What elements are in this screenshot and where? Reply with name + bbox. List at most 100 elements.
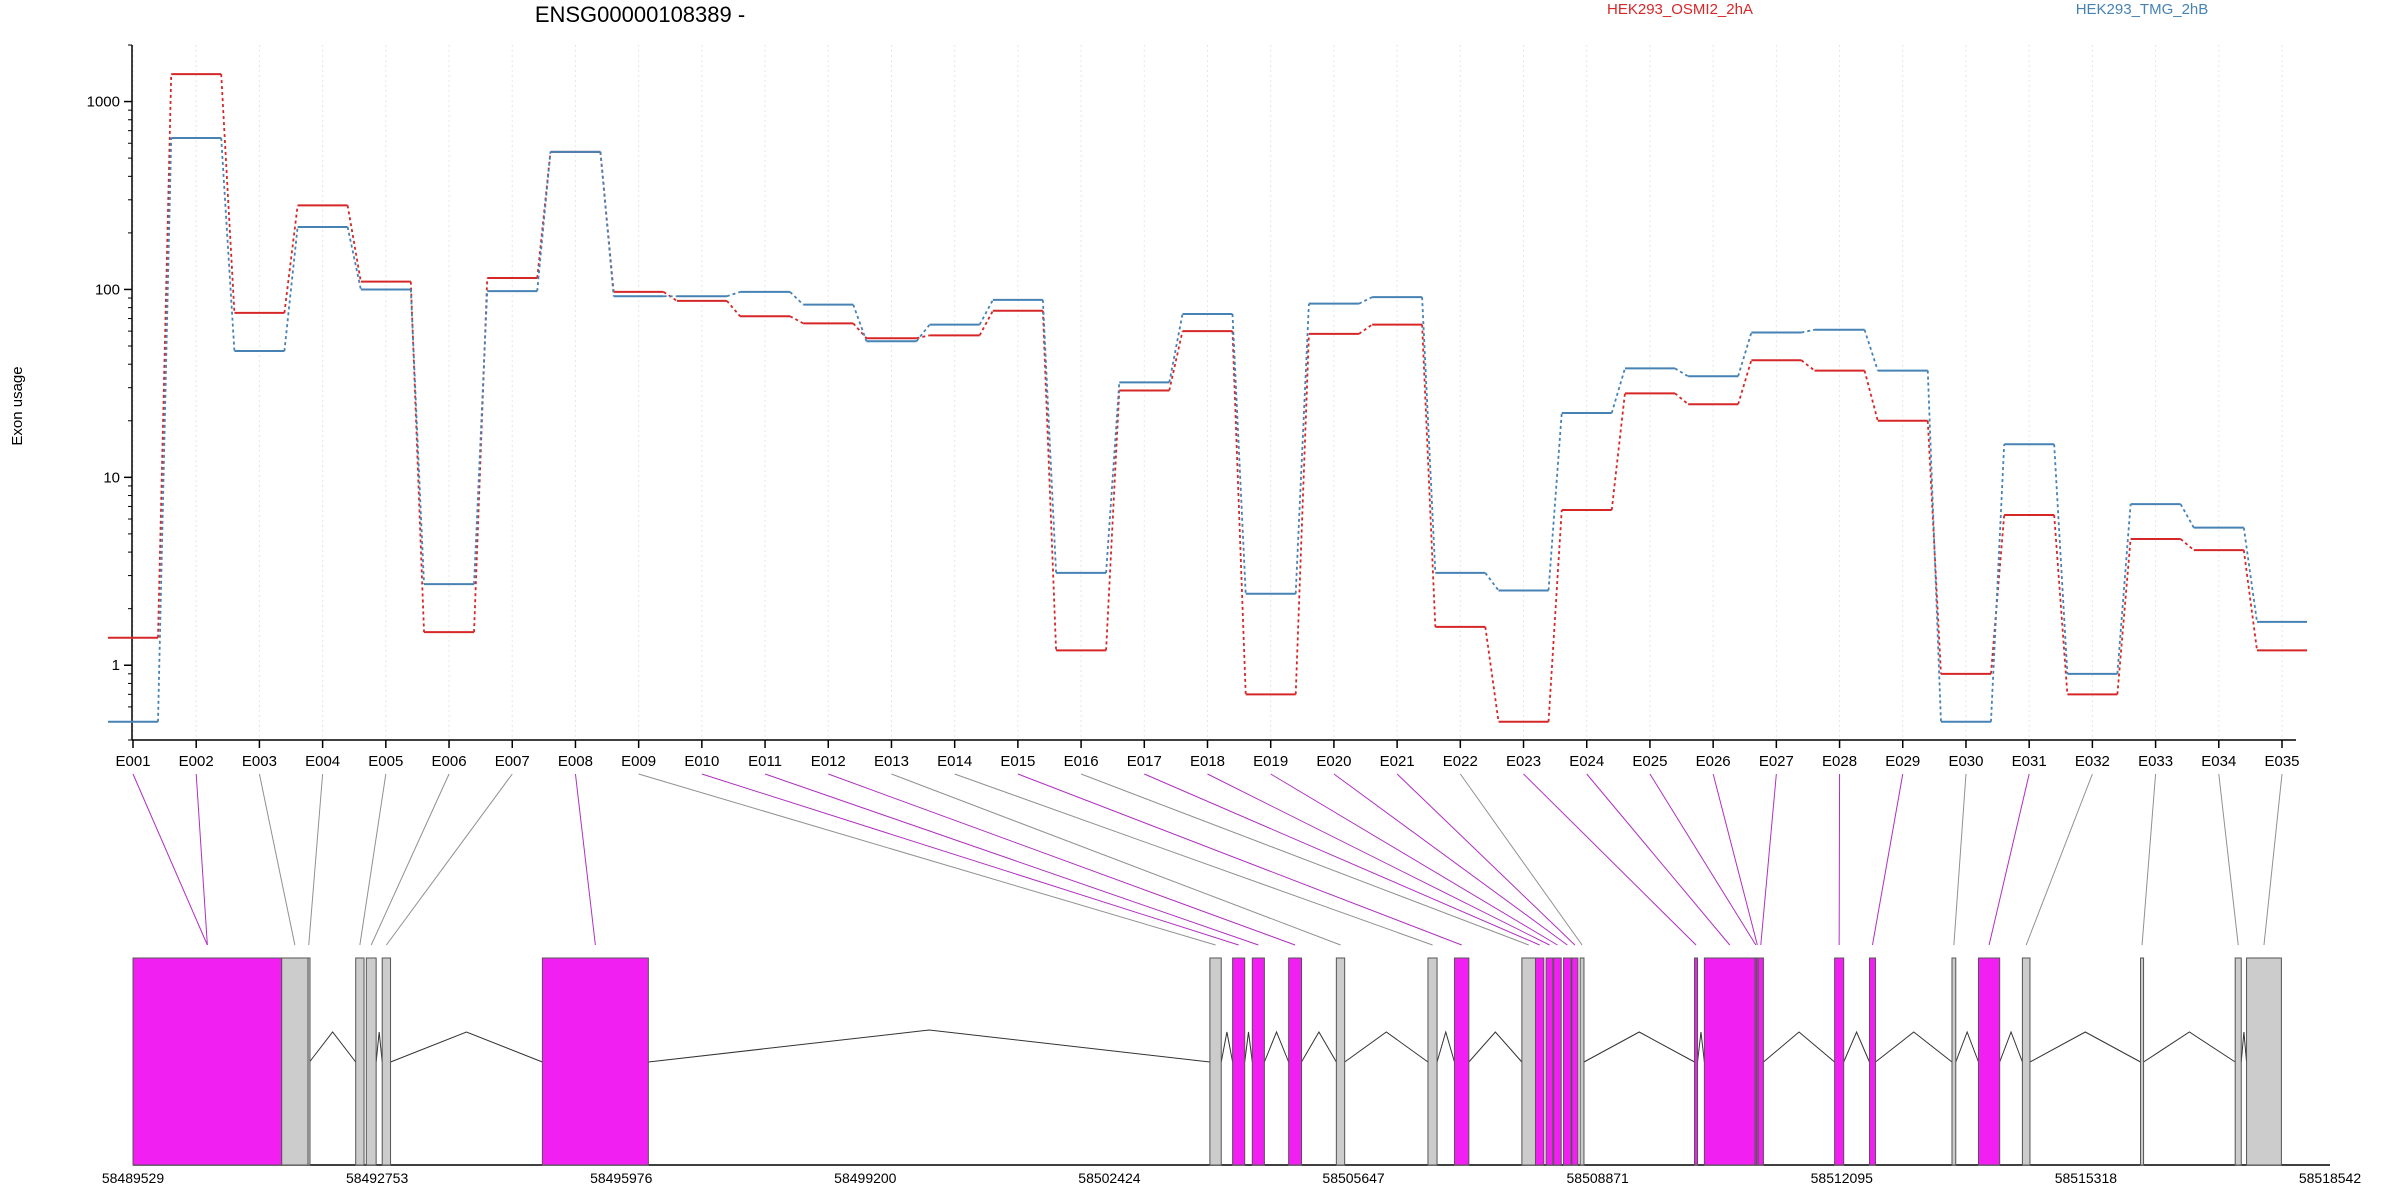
series-2-connector	[1484, 572, 1500, 592]
series-2-connector	[852, 304, 868, 342]
series-2-connector	[789, 291, 804, 306]
series-1-connector	[916, 334, 930, 340]
series-1-connector	[1294, 333, 1310, 695]
exon-block-E023	[1694, 957, 1699, 1166]
series-1-connector	[1105, 390, 1121, 651]
x-tick-label-E032: E032	[2075, 753, 2110, 770]
series-2-connector	[220, 137, 236, 352]
series-2-connector	[2053, 444, 2069, 674]
series-2-connector	[1801, 328, 1815, 334]
intron-line	[1763, 1031, 1835, 1063]
y-tick-label: 1000	[87, 94, 120, 111]
series-2-connector	[2179, 503, 2195, 529]
series-2-connector	[1737, 332, 1753, 377]
x-tick-label-E026: E026	[1696, 753, 1731, 770]
series-2-connector	[915, 324, 931, 342]
gene-model	[132, 957, 2330, 1166]
connector-E032	[2025, 773, 2093, 946]
intron-line	[1244, 1031, 1253, 1063]
connector-E011	[764, 773, 1259, 946]
connector-E019	[1270, 773, 1558, 946]
exon-block-E008	[541, 957, 649, 1166]
exon-block-E003	[281, 957, 309, 1166]
x-tick-label-E024: E024	[1569, 753, 1604, 770]
exon-block-E030	[1951, 957, 1957, 1166]
x-tick-label-E029: E029	[1885, 753, 1920, 770]
intron-line	[1263, 1030, 1290, 1063]
series-1-connector	[1674, 392, 1689, 405]
x-tick-label-E018: E018	[1190, 753, 1225, 770]
series-1-connector	[1231, 331, 1247, 695]
coordinate-label: 58512095	[1811, 1170, 1874, 1186]
series-2-connector	[1231, 313, 1247, 594]
intron-line	[2143, 1031, 2236, 1063]
x-tick-label-E001: E001	[115, 753, 150, 770]
exon-block-E020	[1563, 957, 1572, 1166]
connector-E004	[308, 773, 324, 946]
x-tick-label-E012: E012	[811, 753, 846, 770]
exon-block-E029	[1868, 957, 1877, 1166]
series-1-connector	[1484, 626, 1500, 722]
series-1-connector	[599, 151, 615, 293]
exon-block-E006	[365, 957, 377, 1166]
series-2-connector	[1105, 382, 1121, 573]
exon-block-E034	[2234, 957, 2242, 1166]
exon-block-E017	[1534, 957, 1545, 1166]
series-2-connector	[1358, 296, 1373, 305]
x-tick-label-E015: E015	[1000, 753, 1035, 770]
series-1-connector	[1358, 323, 1373, 335]
exon-block-E007	[381, 957, 392, 1166]
series-2-connector	[726, 291, 741, 298]
series-1-connector	[789, 315, 804, 325]
connector-E008	[574, 773, 596, 946]
connector-E033	[2141, 773, 2157, 946]
intron-line	[1301, 1031, 1337, 1063]
coordinate-label: 58515318	[2055, 1170, 2118, 1186]
connector-E006	[370, 773, 450, 946]
series-2-connector	[1421, 297, 1437, 573]
series-2-connector	[599, 151, 615, 297]
x-tick-label-E021: E021	[1380, 753, 1415, 770]
coordinate-label: 58499200	[834, 1170, 897, 1186]
series-1-connector	[2053, 514, 2069, 695]
connector-E018	[1207, 773, 1550, 946]
y-tick-label: 1	[112, 657, 120, 674]
x-tick-label-E035: E035	[2264, 753, 2299, 770]
series-1-connector	[2242, 549, 2258, 651]
series-2-connector	[157, 137, 173, 722]
exon-block-E022	[1579, 957, 1585, 1166]
intron-line	[1843, 1030, 1870, 1063]
x-tick-label-E004: E004	[305, 753, 340, 770]
intron-line	[1875, 1031, 1953, 1063]
connector-E030	[1953, 773, 1967, 946]
x-tick-label-E005: E005	[368, 753, 403, 770]
series-1-connector	[1168, 330, 1184, 391]
x-tick-label-E025: E025	[1632, 753, 1667, 770]
x-tick-label-E011: E011	[748, 753, 782, 770]
connector-E012	[828, 773, 1296, 946]
exon-block-E021	[1571, 957, 1579, 1166]
series-2-connector	[1863, 329, 1879, 371]
series-2-connector	[283, 226, 299, 352]
connector-E031	[1988, 773, 2030, 946]
connector-E005	[359, 773, 387, 946]
series-2	[108, 136, 2307, 723]
exon-block-E035	[2246, 957, 2282, 1166]
series-2-connector	[1674, 367, 1689, 378]
series-1-connector	[2180, 538, 2195, 551]
exon-block-E018	[1545, 957, 1554, 1166]
coordinate-label: 58495976	[590, 1170, 653, 1186]
series-1-connector	[1800, 359, 1816, 372]
intron-line	[2029, 1031, 2141, 1063]
series-1-connector	[157, 74, 173, 638]
connector-E010	[701, 773, 1239, 946]
series-1-connector	[220, 74, 236, 313]
connector-E029	[1871, 773, 1904, 946]
x-tick-label-E022: E022	[1443, 753, 1478, 770]
connector-E016	[1080, 773, 1529, 946]
intron-line	[1468, 1031, 1523, 1063]
series-2-connector	[473, 291, 489, 585]
coordinate-label: 58508871	[1567, 1170, 1630, 1186]
series-2-connector	[1990, 444, 2006, 722]
connector-E002	[195, 773, 208, 946]
